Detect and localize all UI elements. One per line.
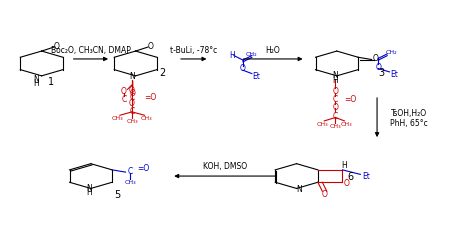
Text: 1: 1 bbox=[48, 77, 54, 87]
Text: =O: =O bbox=[344, 94, 357, 104]
Text: H: H bbox=[229, 51, 234, 60]
Text: C: C bbox=[122, 94, 126, 104]
Text: CH₂: CH₂ bbox=[386, 50, 397, 55]
Text: H: H bbox=[33, 79, 39, 88]
Text: N: N bbox=[296, 184, 302, 193]
Text: CH₃: CH₃ bbox=[112, 116, 123, 121]
Text: Et: Et bbox=[390, 70, 398, 79]
Text: C: C bbox=[127, 167, 133, 176]
Text: C: C bbox=[333, 94, 338, 104]
Text: CH₃: CH₃ bbox=[141, 116, 153, 121]
Text: H: H bbox=[333, 76, 338, 85]
Text: TsOH,H₂O
PhH, 65°c: TsOH,H₂O PhH, 65°c bbox=[391, 108, 428, 128]
Text: O: O bbox=[333, 86, 338, 96]
Text: N: N bbox=[33, 75, 39, 84]
Text: |: | bbox=[131, 81, 133, 86]
Text: C: C bbox=[129, 107, 135, 116]
Text: CH₃: CH₃ bbox=[126, 118, 138, 123]
Text: =O: =O bbox=[144, 92, 157, 101]
Text: CH₃: CH₃ bbox=[330, 123, 341, 128]
Text: 3: 3 bbox=[378, 68, 385, 78]
Text: 5: 5 bbox=[115, 189, 121, 199]
Text: H: H bbox=[86, 188, 92, 196]
Text: N: N bbox=[129, 72, 135, 81]
Text: Boc₂O, CH₃CN, DMAP: Boc₂O, CH₃CN, DMAP bbox=[51, 46, 131, 55]
Text: CH₃: CH₃ bbox=[316, 121, 328, 126]
Text: =O: =O bbox=[137, 163, 149, 172]
Text: N: N bbox=[86, 183, 92, 192]
Text: O: O bbox=[344, 178, 350, 187]
Text: O: O bbox=[121, 86, 127, 96]
Text: O: O bbox=[322, 190, 328, 199]
Text: O: O bbox=[148, 42, 153, 51]
Text: N: N bbox=[333, 71, 338, 80]
Text: CH₂: CH₂ bbox=[246, 52, 258, 57]
Text: t-BuLi, -78°c: t-BuLi, -78°c bbox=[170, 46, 217, 55]
Text: O: O bbox=[333, 102, 338, 111]
Text: H: H bbox=[341, 160, 346, 169]
Text: 6: 6 bbox=[347, 171, 353, 181]
Text: Et: Et bbox=[252, 71, 260, 80]
Text: CH₃: CH₃ bbox=[124, 179, 136, 184]
Text: H₂O: H₂O bbox=[266, 46, 280, 55]
Text: KOH, DMSO: KOH, DMSO bbox=[203, 162, 247, 171]
Text: 2: 2 bbox=[159, 68, 166, 78]
Text: Et: Et bbox=[362, 171, 369, 180]
Text: O: O bbox=[54, 42, 59, 51]
Text: O: O bbox=[373, 54, 379, 62]
Text: C: C bbox=[333, 111, 338, 120]
Text: C: C bbox=[129, 92, 135, 101]
Text: CH₃: CH₃ bbox=[341, 121, 352, 126]
Text: O: O bbox=[129, 99, 135, 108]
Text: O: O bbox=[375, 62, 381, 72]
Text: O: O bbox=[240, 64, 246, 73]
Text: O: O bbox=[130, 89, 135, 98]
Text: O: O bbox=[129, 86, 135, 94]
